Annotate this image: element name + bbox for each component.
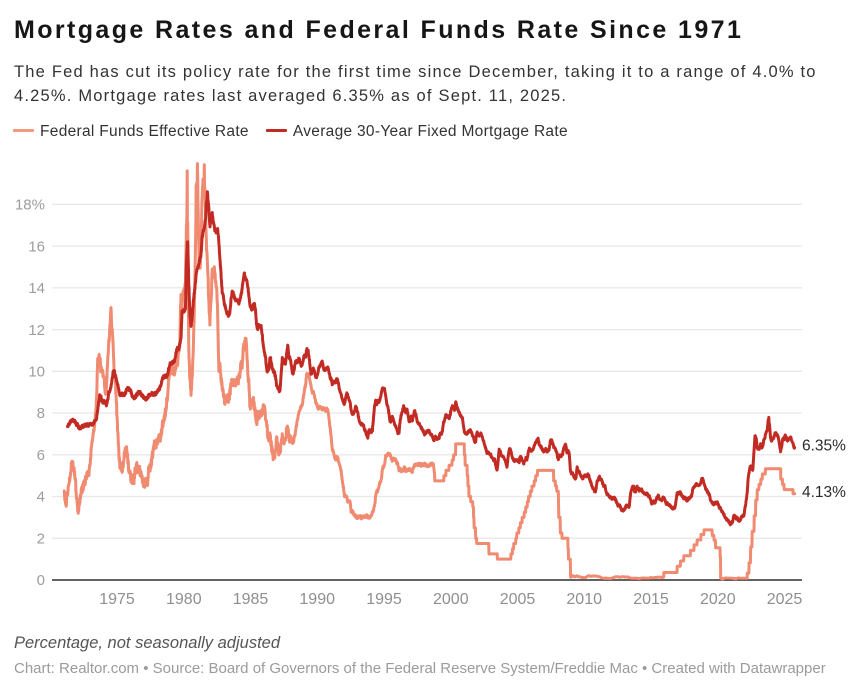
svg-text:1990: 1990 [299,591,335,608]
svg-text:18%: 18% [15,197,45,214]
svg-text:1985: 1985 [233,591,269,608]
svg-text:1995: 1995 [366,591,402,608]
svg-text:6: 6 [37,447,45,464]
svg-text:2015: 2015 [633,591,669,608]
svg-text:10: 10 [28,364,45,381]
svg-text:1980: 1980 [166,591,202,608]
svg-text:2010: 2010 [566,591,602,608]
svg-text:2000: 2000 [433,591,469,608]
svg-text:2020: 2020 [700,591,736,608]
svg-text:4: 4 [37,489,45,506]
svg-text:1975: 1975 [99,591,135,608]
svg-text:12: 12 [28,322,45,339]
svg-text:14: 14 [28,280,45,297]
svg-text:16: 16 [28,238,45,255]
svg-text:4.13%: 4.13% [802,484,846,501]
svg-text:2005: 2005 [500,591,536,608]
svg-text:6.35%: 6.35% [802,438,846,455]
svg-text:2: 2 [37,531,45,548]
svg-text:8: 8 [37,405,45,422]
svg-text:2025: 2025 [767,591,803,608]
svg-text:0: 0 [37,572,45,589]
